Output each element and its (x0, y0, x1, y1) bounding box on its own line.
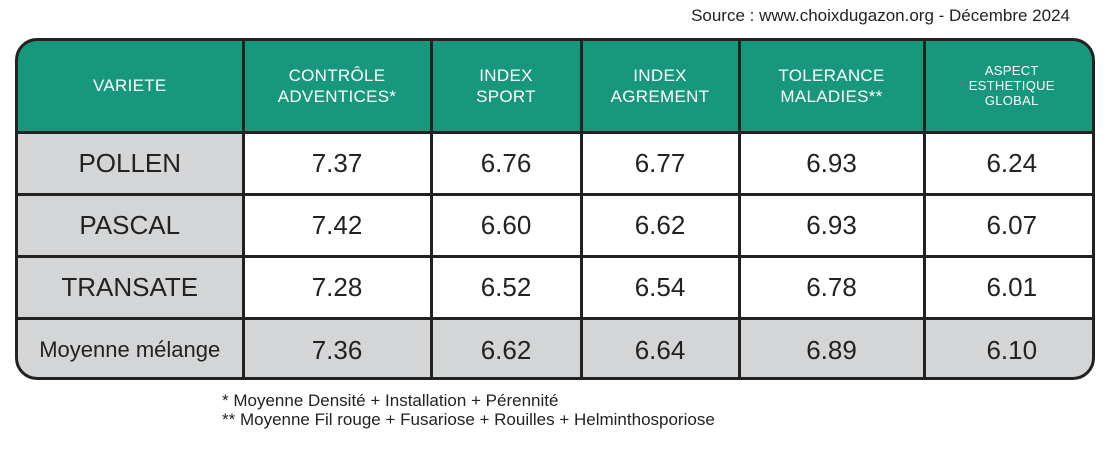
average-value-cell: 6.89 (737, 316, 926, 377)
column-header-line: TOLERANCE (778, 65, 885, 85)
header-row: VARIETE CONTRÔLE ADVENTICES* INDEX SPORT… (18, 41, 1092, 134)
table-row: PASCAL 7.42 6.60 6.62 6.93 6.07 (18, 192, 1092, 258)
value-cell: 6.78 (737, 254, 926, 320)
value-cell: 7.37 (241, 130, 433, 196)
column-header-line: AGREMENT (610, 86, 710, 106)
footnote-adventices: * Moyenne Densité + Installation + Péren… (222, 391, 559, 410)
average-label-cell: Moyenne mélange (18, 316, 245, 377)
value-cell: 6.60 (429, 192, 583, 258)
footnotes: * Moyenne Densité + Installation + Péren… (222, 391, 715, 429)
column-header-line: INDEX (479, 65, 533, 85)
value-cell: 6.62 (579, 192, 741, 258)
value-cell: 6.93 (737, 192, 926, 258)
column-header-controle-adventices: CONTRÔLE ADVENTICES* (241, 41, 433, 134)
column-header-line: MALADIES** (780, 86, 883, 106)
column-header-line: VARIETE (92, 76, 167, 96)
table-row: POLLEN 7.37 6.76 6.77 6.93 6.24 (18, 130, 1092, 196)
column-header-line: CONTRÔLE (288, 65, 386, 85)
column-header-tolerance-maladies: TOLERANCE MALADIES** (737, 41, 926, 134)
column-header-line: SPORT (476, 86, 536, 106)
score-table: VARIETE CONTRÔLE ADVENTICES* INDEX SPORT… (15, 38, 1095, 380)
column-header-line: ESTHETIQUE (968, 78, 1055, 94)
value-cell: 6.01 (922, 254, 1092, 320)
row-label-cell: PASCAL (18, 192, 245, 258)
value-cell: 6.54 (579, 254, 741, 320)
value-cell: 6.24 (922, 130, 1092, 196)
value-cell: 6.77 (579, 130, 741, 196)
column-header-index-sport: INDEX SPORT (429, 41, 583, 134)
footnote-maladies: ** Moyenne Fil rouge + Fusariose + Rouil… (222, 410, 715, 429)
column-header-variete: VARIETE (18, 41, 245, 134)
average-value-cell: 6.10 (922, 316, 1092, 377)
average-row: Moyenne mélange 7.36 6.62 6.64 6.89 6.10 (18, 316, 1092, 377)
value-cell: 6.93 (737, 130, 926, 196)
average-value-cell: 6.64 (579, 316, 741, 377)
column-header-line: INDEX (633, 65, 687, 85)
column-header-line: ADVENTICES* (277, 86, 397, 106)
column-header-aspect-esthetique-global: ASPECT ESTHETIQUE GLOBAL (922, 41, 1092, 134)
column-header-line: ASPECT (984, 63, 1039, 79)
row-label-cell: TRANSATE (18, 254, 245, 320)
column-header-line: GLOBAL (984, 93, 1039, 109)
value-cell: 6.76 (429, 130, 583, 196)
value-cell: 7.42 (241, 192, 433, 258)
table-row: TRANSATE 7.28 6.52 6.54 6.78 6.01 (18, 254, 1092, 320)
average-value-cell: 6.62 (429, 316, 583, 377)
source-note: Source : www.choixdugazon.org - Décembre… (691, 6, 1070, 25)
column-header-index-agrement: INDEX AGREMENT (579, 41, 741, 134)
row-label-cell: POLLEN (18, 130, 245, 196)
value-cell: 6.07 (922, 192, 1092, 258)
value-cell: 7.28 (241, 254, 433, 320)
value-cell: 6.52 (429, 254, 583, 320)
average-value-cell: 7.36 (241, 316, 433, 377)
